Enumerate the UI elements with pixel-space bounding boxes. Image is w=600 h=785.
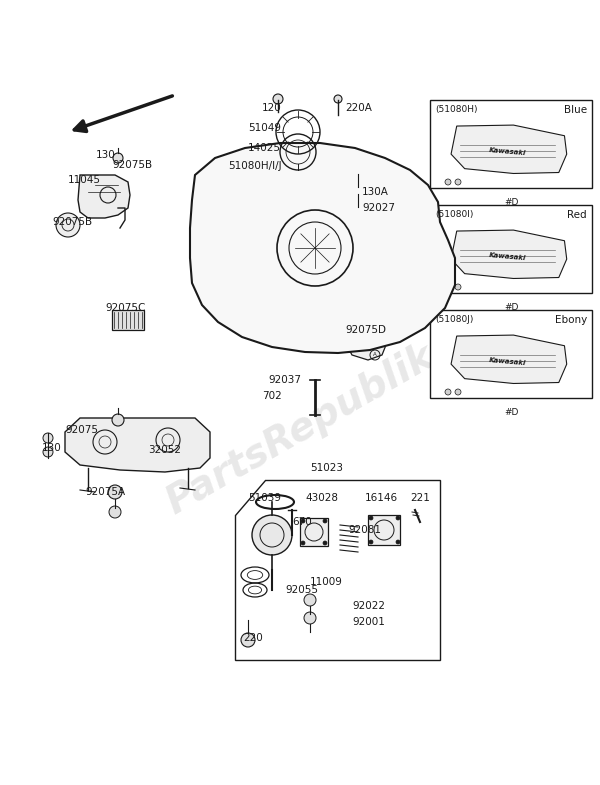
Text: 92075: 92075 xyxy=(65,425,98,435)
Text: 130: 130 xyxy=(96,150,116,160)
Text: 92001: 92001 xyxy=(352,617,385,627)
Circle shape xyxy=(109,506,121,518)
Text: 51080H/I/J: 51080H/I/J xyxy=(228,161,281,171)
Circle shape xyxy=(396,540,400,544)
Text: Red: Red xyxy=(568,210,587,220)
Circle shape xyxy=(445,284,451,290)
FancyBboxPatch shape xyxy=(368,515,400,545)
Text: 120: 120 xyxy=(262,103,282,113)
Circle shape xyxy=(43,433,53,443)
Text: 16146: 16146 xyxy=(365,493,398,503)
Text: 11045: 11045 xyxy=(68,175,101,185)
Circle shape xyxy=(369,516,373,520)
FancyBboxPatch shape xyxy=(430,205,592,293)
Circle shape xyxy=(353,207,363,217)
Text: (51080H): (51080H) xyxy=(435,105,478,114)
Text: #D: #D xyxy=(504,198,518,207)
Text: 92075B: 92075B xyxy=(52,217,92,227)
Text: Kawasaki: Kawasaki xyxy=(489,356,527,366)
Polygon shape xyxy=(235,480,440,660)
Circle shape xyxy=(396,516,400,520)
Polygon shape xyxy=(451,335,567,384)
FancyBboxPatch shape xyxy=(430,310,592,398)
Circle shape xyxy=(301,519,305,523)
Text: 14025: 14025 xyxy=(248,143,281,153)
Circle shape xyxy=(323,541,327,545)
Text: PartsRepublik: PartsRepublik xyxy=(159,338,441,522)
Circle shape xyxy=(455,389,461,395)
Circle shape xyxy=(304,594,316,606)
Circle shape xyxy=(112,414,124,426)
Polygon shape xyxy=(65,418,210,472)
Text: (51080J): (51080J) xyxy=(435,315,473,324)
Polygon shape xyxy=(190,143,455,353)
Text: 51049: 51049 xyxy=(248,123,281,133)
Text: 92075A: 92075A xyxy=(85,487,125,497)
Text: A: A xyxy=(373,352,377,357)
Polygon shape xyxy=(451,230,567,279)
Circle shape xyxy=(455,284,461,290)
Text: 221: 221 xyxy=(410,493,430,503)
Text: 92037: 92037 xyxy=(268,375,301,385)
Text: 32052: 32052 xyxy=(148,445,181,455)
Circle shape xyxy=(301,541,305,545)
Circle shape xyxy=(369,540,373,544)
Circle shape xyxy=(108,485,122,499)
Circle shape xyxy=(445,179,451,185)
Circle shape xyxy=(353,187,363,197)
Circle shape xyxy=(113,153,123,163)
Circle shape xyxy=(273,94,283,104)
Circle shape xyxy=(252,515,292,555)
Text: 92075D: 92075D xyxy=(345,325,386,335)
Text: 92055: 92055 xyxy=(285,585,318,595)
Text: #D: #D xyxy=(504,408,518,417)
Text: 670: 670 xyxy=(292,517,312,527)
Circle shape xyxy=(323,519,327,523)
FancyBboxPatch shape xyxy=(300,518,328,546)
Text: 92027: 92027 xyxy=(362,203,395,213)
FancyBboxPatch shape xyxy=(430,100,592,188)
Circle shape xyxy=(56,213,80,237)
Text: 51023: 51023 xyxy=(310,463,343,473)
Circle shape xyxy=(241,633,255,647)
Text: 92075B: 92075B xyxy=(112,160,152,170)
Text: 220: 220 xyxy=(243,633,263,643)
Text: #D: #D xyxy=(504,303,518,312)
FancyBboxPatch shape xyxy=(112,310,144,330)
Text: Ebony: Ebony xyxy=(555,315,587,325)
Circle shape xyxy=(455,179,461,185)
Text: Kawasaki: Kawasaki xyxy=(489,147,527,156)
Polygon shape xyxy=(318,330,358,352)
Circle shape xyxy=(304,612,316,624)
Polygon shape xyxy=(78,175,130,218)
Text: 130: 130 xyxy=(42,443,62,453)
Text: Kawasaki: Kawasaki xyxy=(489,252,527,261)
Polygon shape xyxy=(451,125,567,173)
Text: 702: 702 xyxy=(262,391,282,401)
Text: 92081: 92081 xyxy=(348,525,381,535)
Text: 92075C: 92075C xyxy=(105,303,145,313)
Circle shape xyxy=(334,95,342,103)
Text: 11009: 11009 xyxy=(310,577,343,587)
Circle shape xyxy=(43,447,53,457)
Circle shape xyxy=(445,389,451,395)
Text: 220A: 220A xyxy=(345,103,372,113)
Polygon shape xyxy=(345,318,388,360)
Text: 51039: 51039 xyxy=(248,493,281,503)
Text: (51080I): (51080I) xyxy=(435,210,473,219)
Text: 43028: 43028 xyxy=(305,493,338,503)
Text: Blue: Blue xyxy=(564,105,587,115)
Text: 92022: 92022 xyxy=(352,601,385,611)
Text: 130A: 130A xyxy=(362,187,389,197)
